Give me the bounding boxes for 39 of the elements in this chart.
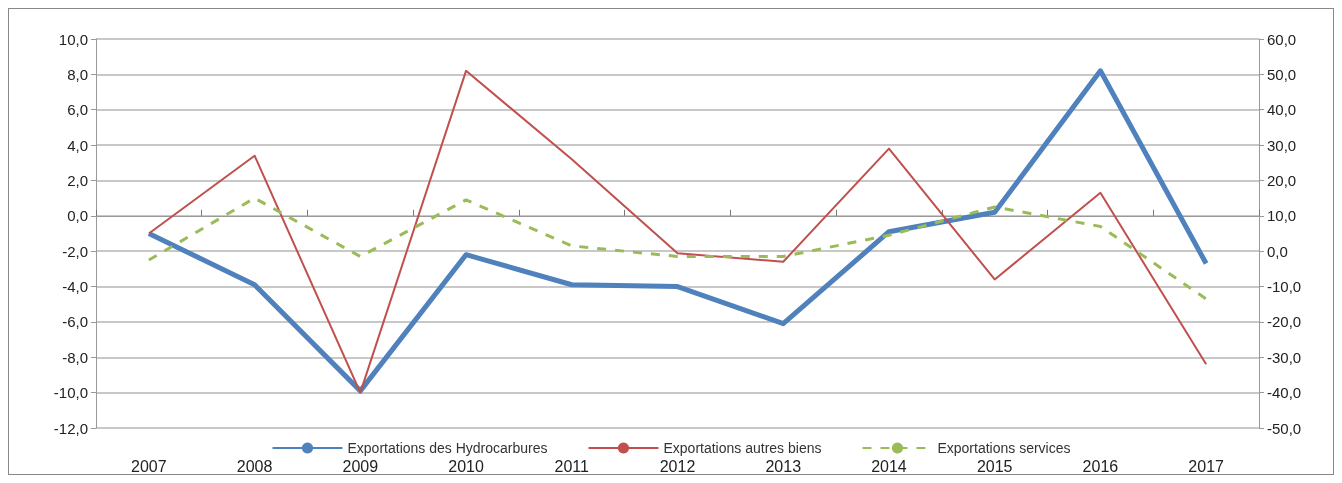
y-tick-label: -12,0	[53, 419, 88, 437]
y2-tick-label: -20,0	[1267, 313, 1302, 331]
x-tick-label: 2014	[871, 457, 907, 475]
y2-tick-label: -50,0	[1267, 419, 1302, 437]
y-tick-label: 8,0	[67, 65, 88, 83]
y-tick-label: -10,0	[53, 384, 88, 402]
y2-tick-label: -30,0	[1267, 348, 1302, 366]
x-tick-label: 2008	[236, 457, 273, 475]
y-tick-label: 10,0	[58, 30, 88, 48]
x-tick-label: 2017	[1188, 457, 1225, 475]
y2-tick-label: 50,0	[1267, 65, 1297, 83]
y-tick-label: -8,0	[62, 348, 88, 366]
x-tick-label: 2015	[976, 457, 1013, 475]
y2-tick-label: 10,0	[1267, 207, 1297, 225]
y2-tick-label: -40,0	[1267, 384, 1302, 402]
x-tick-label: 2013	[765, 457, 802, 475]
x-tick-label: 2010	[448, 457, 484, 475]
y2-tick-label: 0,0	[1267, 242, 1288, 260]
legend-label: Exportations services	[937, 440, 1071, 456]
y-tick-label: 2,0	[67, 171, 88, 189]
legend-label: Exportations autres biens	[663, 440, 822, 456]
y2-tick-label: 60,0	[1267, 30, 1297, 48]
y2-tick-label: 30,0	[1267, 136, 1297, 154]
y-tick-label: 4,0	[67, 136, 88, 154]
y-tick-label: -6,0	[62, 313, 88, 331]
x-tick-label: 2007	[131, 457, 167, 475]
y-tick-label: 6,0	[67, 101, 88, 119]
legend-label: Exportations des Hydrocarbures	[347, 440, 548, 456]
line-series	[147, 196, 1208, 301]
y2-tick-label: -10,0	[1267, 278, 1302, 296]
x-tick-label: 2016	[1082, 457, 1119, 475]
x-tick-label: 2009	[342, 457, 379, 475]
y-tick-label: -2,0	[62, 242, 88, 260]
y2-tick-label: 40,0	[1267, 101, 1297, 119]
y-tick-label: 0,0	[67, 207, 88, 225]
x-tick-label: 2011	[554, 457, 590, 475]
y-tick-label: -4,0	[62, 278, 88, 296]
y2-tick-label: 20,0	[1267, 171, 1297, 189]
x-tick-label: 2012	[659, 457, 696, 475]
